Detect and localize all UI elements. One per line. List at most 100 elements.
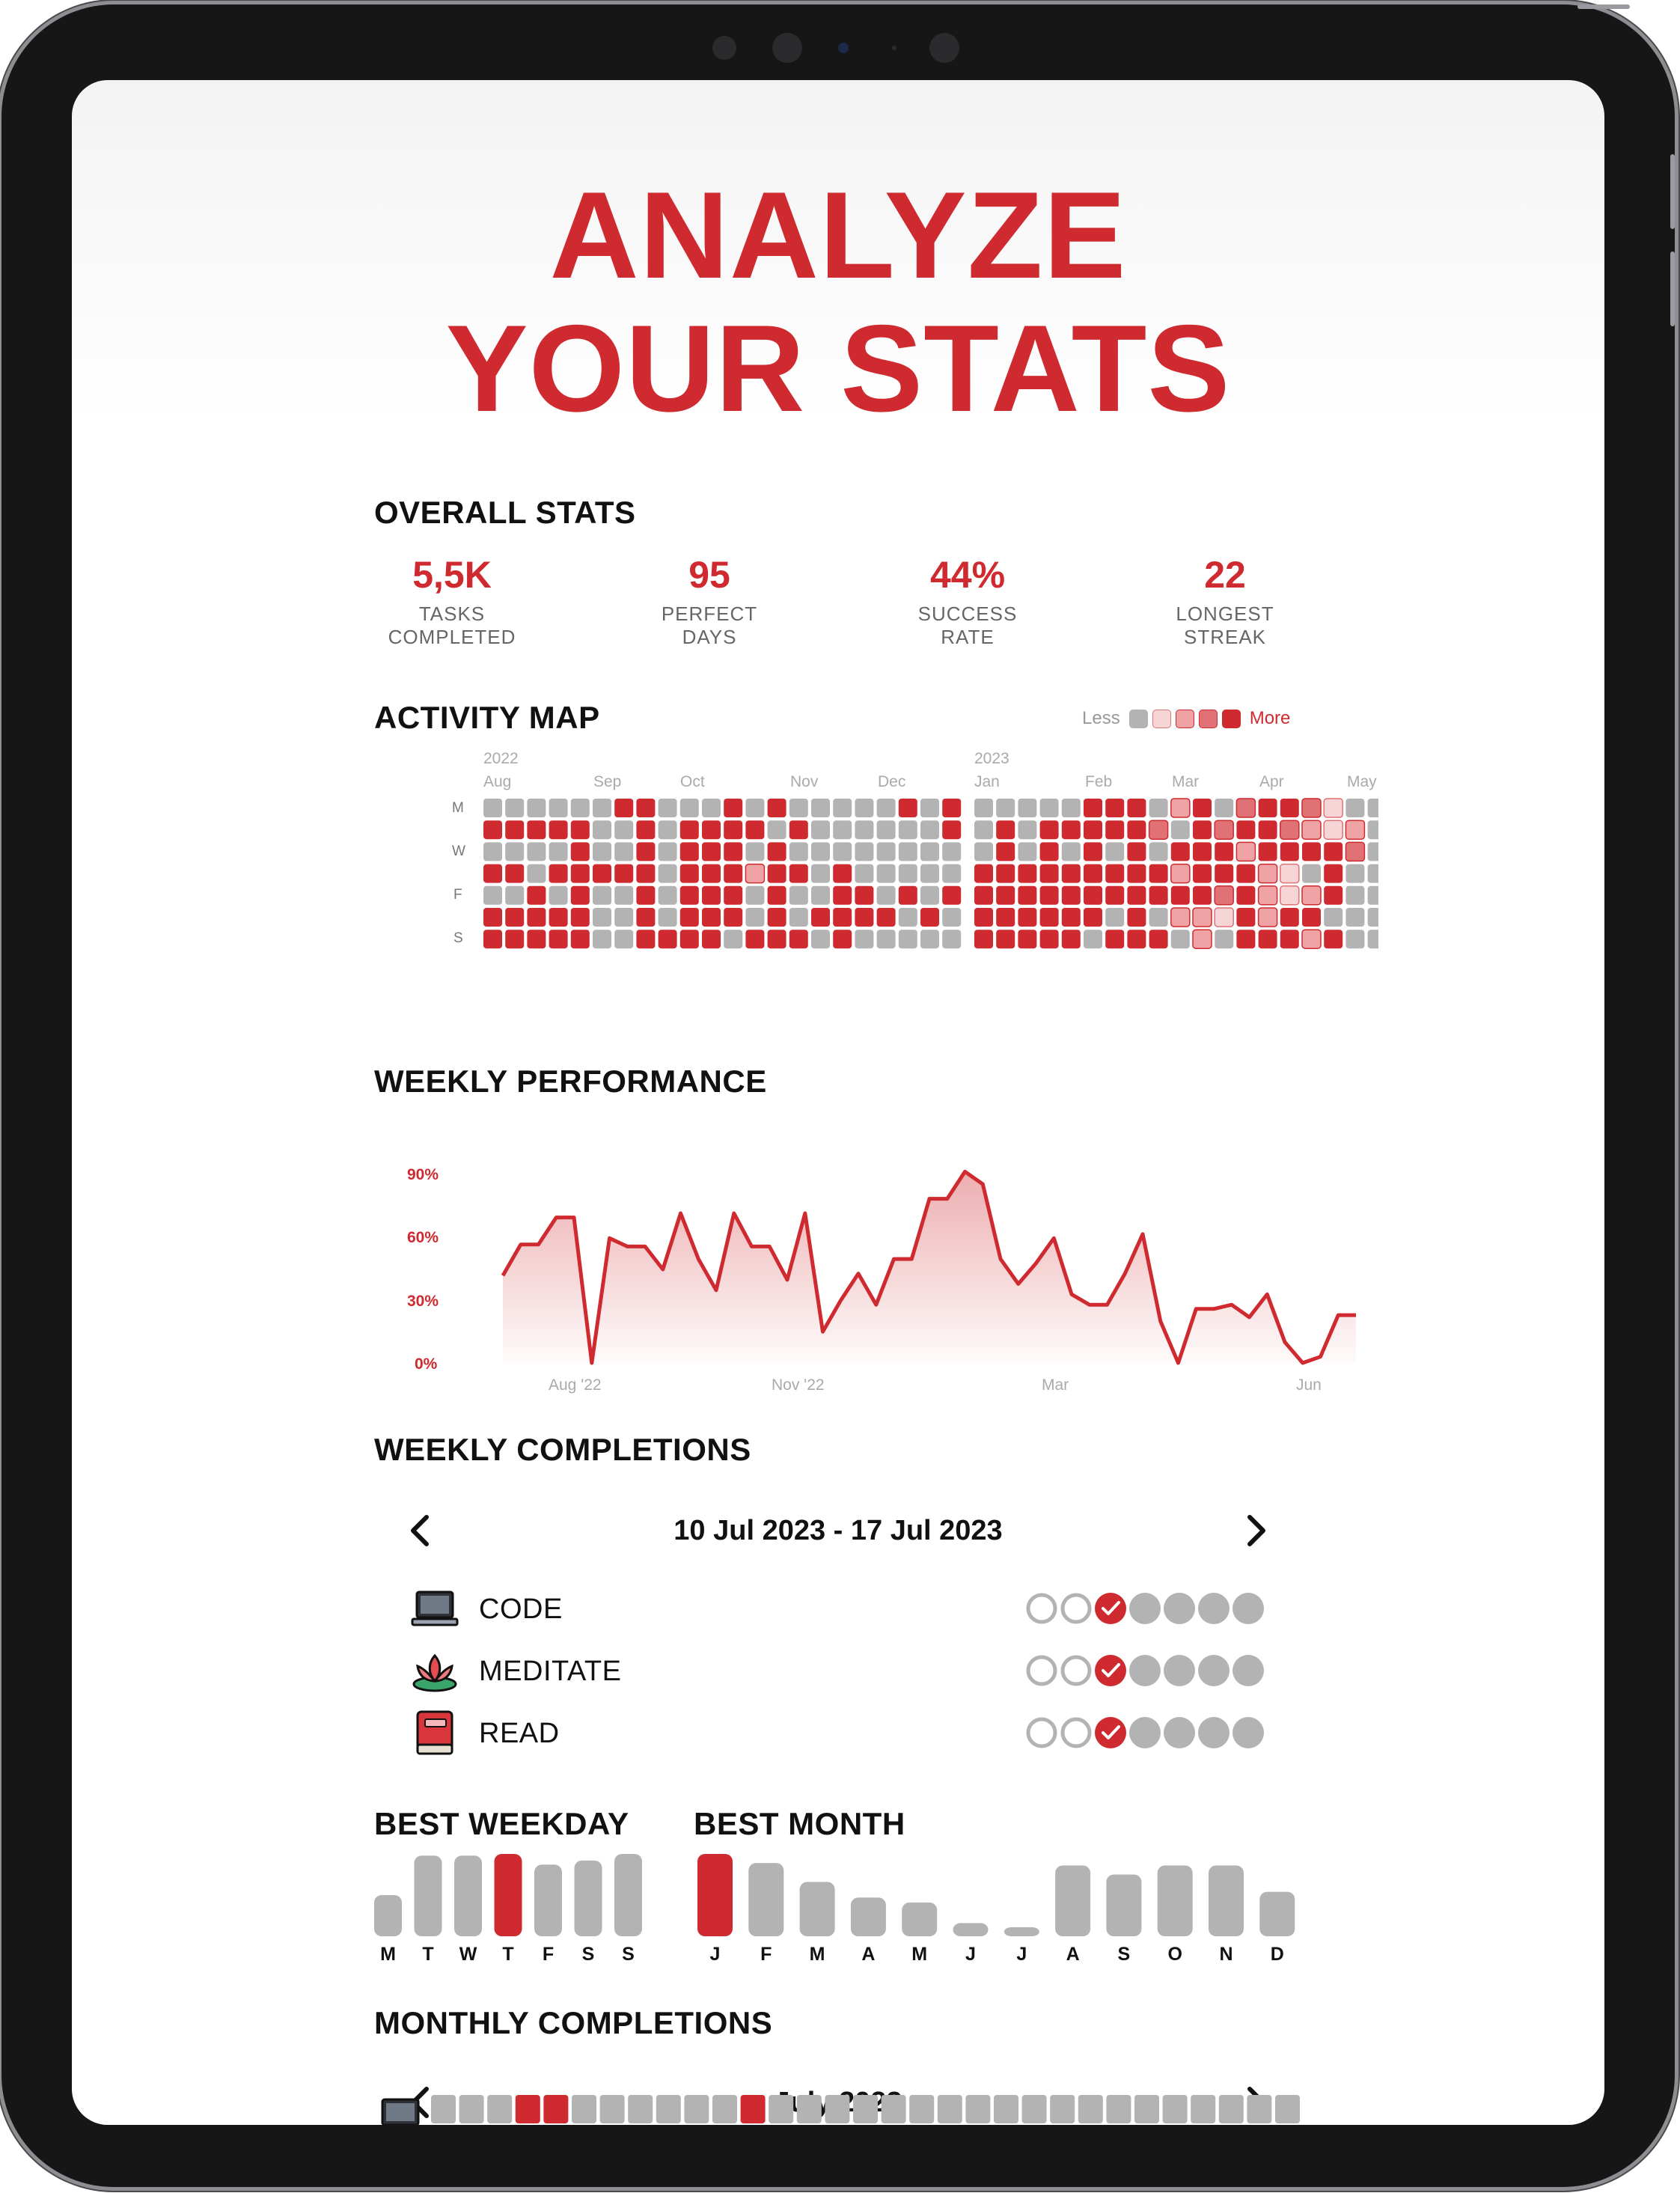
day-dot-future[interactable]: [1198, 1593, 1230, 1624]
heatmap-cell: [1018, 820, 1037, 840]
day-cell[interactable]: [572, 2095, 596, 2123]
heatmap-cell: [1367, 908, 1378, 927]
habit-row-read[interactable]: READ: [410, 1709, 1338, 1761]
day-dot-open[interactable]: [1060, 1717, 1092, 1748]
activity-legend: Less More: [1082, 707, 1290, 730]
heatmap-cell: [789, 842, 808, 861]
day-cell[interactable]: [515, 2095, 540, 2123]
bar: [799, 1882, 835, 1936]
day-dot-open[interactable]: [1060, 1593, 1092, 1624]
day-dot-future[interactable]: [1129, 1593, 1161, 1624]
bar-label: M: [810, 1944, 825, 1965]
day-cell[interactable]: [769, 2095, 794, 2123]
day-cell[interactable]: [431, 2095, 456, 2123]
day-cell[interactable]: [853, 2095, 878, 2123]
day-cell[interactable]: [628, 2095, 653, 2123]
day-cell[interactable]: [1218, 2095, 1244, 2123]
day-dot-future[interactable]: [1232, 1593, 1264, 1624]
day-cell[interactable]: [712, 2095, 737, 2123]
habit-day-dots[interactable]: [1022, 1651, 1269, 1690]
day-dot-future[interactable]: [1164, 1593, 1195, 1624]
day-cell[interactable]: [1106, 2095, 1131, 2123]
habit-row-meditate[interactable]: MEDITATE: [410, 1647, 1338, 1699]
heatmap-cell: [996, 799, 1015, 817]
bar-label: J: [965, 1944, 976, 1965]
day-dot-future[interactable]: [1232, 1717, 1264, 1748]
heatmap-cell: [527, 908, 546, 927]
day-cell[interactable]: [881, 2095, 906, 2123]
bar: [414, 1855, 442, 1936]
month-label: Nov: [790, 773, 819, 790]
day-cell[interactable]: [1191, 2095, 1216, 2123]
day-cell[interactable]: [937, 2095, 962, 2123]
heatmap-cell: [1367, 885, 1378, 905]
day-cell[interactable]: [1050, 2095, 1075, 2123]
bar: [850, 1897, 886, 1936]
day-dot-future[interactable]: [1164, 1717, 1195, 1748]
day-dot-future[interactable]: [1129, 1717, 1161, 1748]
day-cell[interactable]: [1247, 2095, 1272, 2123]
habit-row-code[interactable]: CODE: [410, 1584, 1338, 1637]
prev-week-button[interactable]: [404, 1508, 434, 1561]
day-cell[interactable]: [1021, 2095, 1047, 2123]
day-dot-done[interactable]: [1095, 1655, 1126, 1686]
day-cell[interactable]: [796, 2095, 822, 2123]
day-dot-future[interactable]: [1164, 1655, 1195, 1686]
heatmap-cell: [1192, 929, 1212, 949]
day-dot-future[interactable]: [1232, 1655, 1264, 1686]
day-cell[interactable]: [909, 2095, 935, 2123]
day-cell[interactable]: [656, 2095, 681, 2123]
heatmap-cell: [811, 908, 830, 927]
bar: [374, 1895, 402, 1936]
heatmap-cell: [1148, 820, 1169, 840]
day-dot-open[interactable]: [1026, 1717, 1057, 1748]
day-dot-future[interactable]: [1129, 1655, 1161, 1686]
day-dot-open[interactable]: [1060, 1655, 1092, 1686]
day-cell[interactable]: [1275, 2095, 1300, 2123]
day-dot-open[interactable]: [1026, 1593, 1057, 1624]
heatmap-cell: [920, 930, 939, 949]
day-dot-open[interactable]: [1026, 1655, 1057, 1686]
heatmap-cell: [996, 930, 1015, 949]
stat-longest-streak: 22 LONGEST STREAK: [1135, 553, 1315, 649]
heatmap-cell: [974, 799, 993, 817]
heatmap-cell: [833, 799, 852, 817]
month-label: Feb: [1085, 773, 1112, 790]
heatmap-cell: [898, 842, 917, 861]
day-cell[interactable]: [825, 2095, 850, 2123]
day-dot-future[interactable]: [1198, 1717, 1230, 1748]
day-cell[interactable]: [684, 2095, 709, 2123]
day-cell[interactable]: [487, 2095, 513, 2123]
day-cell[interactable]: [1162, 2095, 1188, 2123]
heatmap-cell: [1170, 863, 1191, 884]
habit-day-dots[interactable]: [1022, 1589, 1269, 1628]
heatmap-cell: [767, 799, 786, 817]
heatmap-cell: [811, 799, 830, 817]
bar-label: T: [502, 1944, 513, 1965]
heatmap-cell: [1105, 820, 1125, 840]
day-dot-done[interactable]: [1095, 1717, 1126, 1748]
next-week-button[interactable]: [1242, 1508, 1272, 1561]
day-cell[interactable]: [1134, 2095, 1159, 2123]
day-cell[interactable]: [965, 2095, 991, 2123]
day-cell[interactable]: [543, 2095, 569, 2123]
heatmap-cell: [549, 885, 568, 905]
day-cell[interactable]: [1078, 2095, 1103, 2123]
heatmap-cell: [1039, 908, 1059, 927]
day-cell[interactable]: [599, 2095, 625, 2123]
day-cell[interactable]: [459, 2095, 484, 2123]
day-cell[interactable]: [994, 2095, 1018, 2123]
heatmap-cell: [614, 930, 634, 949]
heatmap-cell: [1018, 908, 1037, 927]
heatmap-cell: [636, 930, 656, 949]
heatmap-cell: [1257, 863, 1278, 884]
habit-day-dots[interactable]: [1022, 1713, 1269, 1752]
heatmap-cell: [549, 930, 568, 949]
sensor-icon: [772, 33, 802, 63]
heatmap-cell: [614, 885, 634, 905]
day-dot-future[interactable]: [1198, 1655, 1230, 1686]
heatmap-cell: [505, 864, 525, 883]
heatmap-cell: [920, 908, 939, 927]
day-cell[interactable]: [740, 2095, 766, 2123]
day-dot-done[interactable]: [1095, 1593, 1126, 1624]
